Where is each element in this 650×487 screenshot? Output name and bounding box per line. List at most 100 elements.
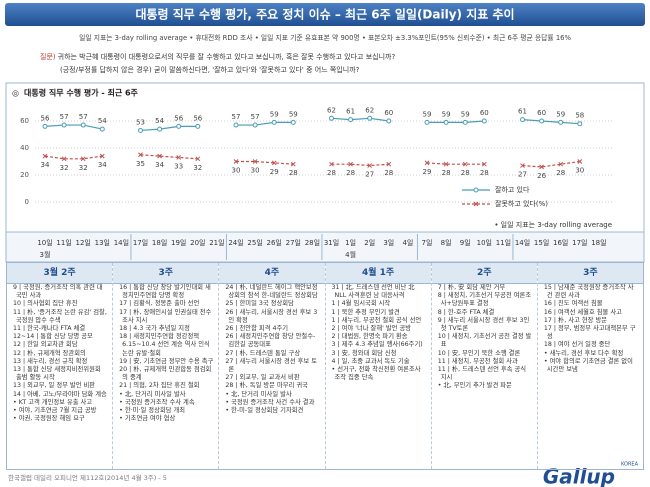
point-marker	[42, 153, 48, 159]
week-header: 3월 2주	[7, 263, 113, 284]
value-label: 59	[556, 110, 565, 118]
point-marker	[462, 119, 468, 125]
series-line	[140, 154, 198, 160]
issue-item: 9 | 국정원, 증거조작 의혹 관련 대국민 사과	[13, 284, 103, 300]
value-label: 57	[232, 113, 241, 121]
issue-item: 25 | 한미일 3국 정상회담	[225, 300, 294, 308]
issue-item: 26 | 새정치민주연합 창당 안철수-김한길 공동대표	[225, 333, 316, 349]
point-marker	[577, 159, 583, 164]
value-label: 59	[461, 110, 470, 118]
value-label: 34	[41, 161, 50, 169]
issue-item: 27 | 외교부, 일 교과서 비판	[225, 374, 300, 382]
legend-label: 잘하고 있다	[495, 185, 530, 194]
y-tick-label: 20	[20, 171, 29, 179]
x-tick-label: 21일	[209, 238, 224, 247]
value-label: 28	[327, 169, 336, 177]
issue-item: 2 | 대법원, 한명숙 파기 환송	[331, 333, 408, 341]
value-label: 29	[270, 168, 279, 176]
question-text: 귀하는 박근혜 대통령이 대통령으로서의 직무를 잘 수행하고 있다고 보십니까…	[58, 52, 396, 61]
y-tick-label: 0	[25, 198, 29, 206]
value-label: 62	[365, 106, 374, 114]
x-tick-label: 13일	[95, 238, 110, 247]
issue-item: • 여야 합의로 기초연금 결론 없이 시간만 보냄	[543, 357, 633, 374]
point-marker	[386, 118, 392, 124]
issue-column: 4월 1주 31 | 北, 드레스덴 선언 비난 北 NLL 사격훈련 남 대응사…	[324, 263, 431, 469]
value-label: 29	[423, 168, 432, 176]
issue-item: 26 | 천안함 피격 4주기	[225, 325, 289, 333]
series-line	[522, 160, 580, 168]
issue-item: 18 | 여야 선거 일정 중단	[543, 341, 611, 349]
value-label: 27	[365, 171, 374, 179]
point-marker	[157, 153, 162, 159]
issue-item: 10 | 새정치, 기초선거 공천 결정 발표	[437, 333, 532, 349]
value-label: 57	[79, 113, 88, 121]
y-tick-label: 60	[20, 117, 29, 125]
issue-item: 20 | 朴, 규제개혁 민관합동 점검회의 중계	[119, 366, 212, 382]
series-line	[522, 119, 580, 125]
point-marker	[176, 123, 182, 129]
week-header: 2주	[431, 263, 537, 284]
series-line	[236, 121, 294, 126]
point-marker	[290, 119, 296, 125]
point-marker	[558, 161, 564, 167]
issue-item: 18 | 새정치민주연합 정강정책 6.15~10.4 선언 계승 역사 인식 …	[119, 333, 210, 357]
week-header: 3주	[537, 263, 644, 284]
point-marker	[233, 122, 239, 128]
issue-item: 1 | 4월 임시국회 시작	[331, 300, 391, 308]
point-marker	[520, 117, 525, 123]
value-label: 61	[346, 108, 355, 116]
point-marker	[424, 160, 430, 166]
subtitle: 일일 지표는 3-day rolling average • 휴대전화 RDD …	[79, 33, 571, 42]
point-marker	[290, 161, 296, 167]
point-marker	[271, 160, 277, 166]
x-tick-label: 17일	[572, 238, 587, 247]
value-label: 34	[98, 161, 107, 169]
value-label: 60	[480, 109, 489, 117]
issue-item: 3 | 제주 4.3 추념일 행사(66주기)	[331, 341, 423, 349]
issue-column: 3주 15 | 남재준 국정원장 증거조작 사건 관련 사과 16 | 진도 여객선…	[536, 263, 644, 469]
x-tick-label: 17일	[133, 238, 148, 247]
x-tick-label: 31일	[324, 238, 339, 247]
week-header: 3주	[113, 263, 219, 284]
week-header: 4월 1주	[325, 263, 431, 284]
point-marker	[462, 161, 468, 167]
point-marker	[558, 119, 564, 125]
value-label: 28	[480, 169, 489, 177]
value-label: 28	[346, 169, 355, 177]
point-marker	[329, 115, 334, 121]
series-line	[140, 125, 198, 132]
point-marker	[42, 123, 48, 129]
issue-item: • 北, 단거리 미사일 발사	[225, 390, 292, 398]
issue-item: 17 | 朴, 장애인시설 인권실태 전수조사 지시	[119, 308, 212, 324]
point-marker	[80, 122, 86, 128]
point-marker	[577, 121, 583, 127]
point-marker	[61, 156, 67, 162]
point-marker	[348, 117, 354, 123]
issue-item: • 선거구, 전화 착신전환 여론조사 조작 집중 단속	[331, 366, 421, 382]
point-marker	[367, 163, 373, 168]
point-marker	[424, 119, 430, 125]
issue-item: • 北, 단거리 미사일 발사	[119, 390, 186, 398]
series-line	[236, 160, 294, 165]
month-label: 4월	[345, 250, 356, 259]
value-label: 59	[442, 110, 451, 118]
value-label: 57	[251, 113, 260, 121]
value-label: 30	[251, 167, 260, 175]
x-tick-label: 3일	[383, 238, 394, 247]
x-tick-label: 10일	[37, 238, 52, 247]
series-line	[427, 120, 485, 123]
value-label: 28	[442, 169, 451, 177]
value-label: 59	[423, 110, 432, 118]
issue-item: 17 | 김황식, 정몽준 출마 선언	[119, 300, 200, 308]
question-note: (긍정/부정률 답하지 않은 경우) 굳이 말씀하신다면, '잘하고 있다'와 …	[60, 65, 360, 74]
value-label: 28	[384, 169, 393, 177]
month-label: 3월	[40, 250, 51, 259]
x-tick-label: 9일	[460, 238, 471, 247]
value-label: 56	[193, 114, 202, 122]
value-label: 33	[174, 162, 183, 170]
issue-item: 10 | 安, 무인기 북한 소행 결론	[437, 349, 521, 357]
issue-item: 13 | 새누리, 경선 규칙 확정	[13, 357, 88, 365]
x-tick-label: 7일	[422, 238, 433, 247]
x-tick-label: 12일	[76, 238, 91, 247]
